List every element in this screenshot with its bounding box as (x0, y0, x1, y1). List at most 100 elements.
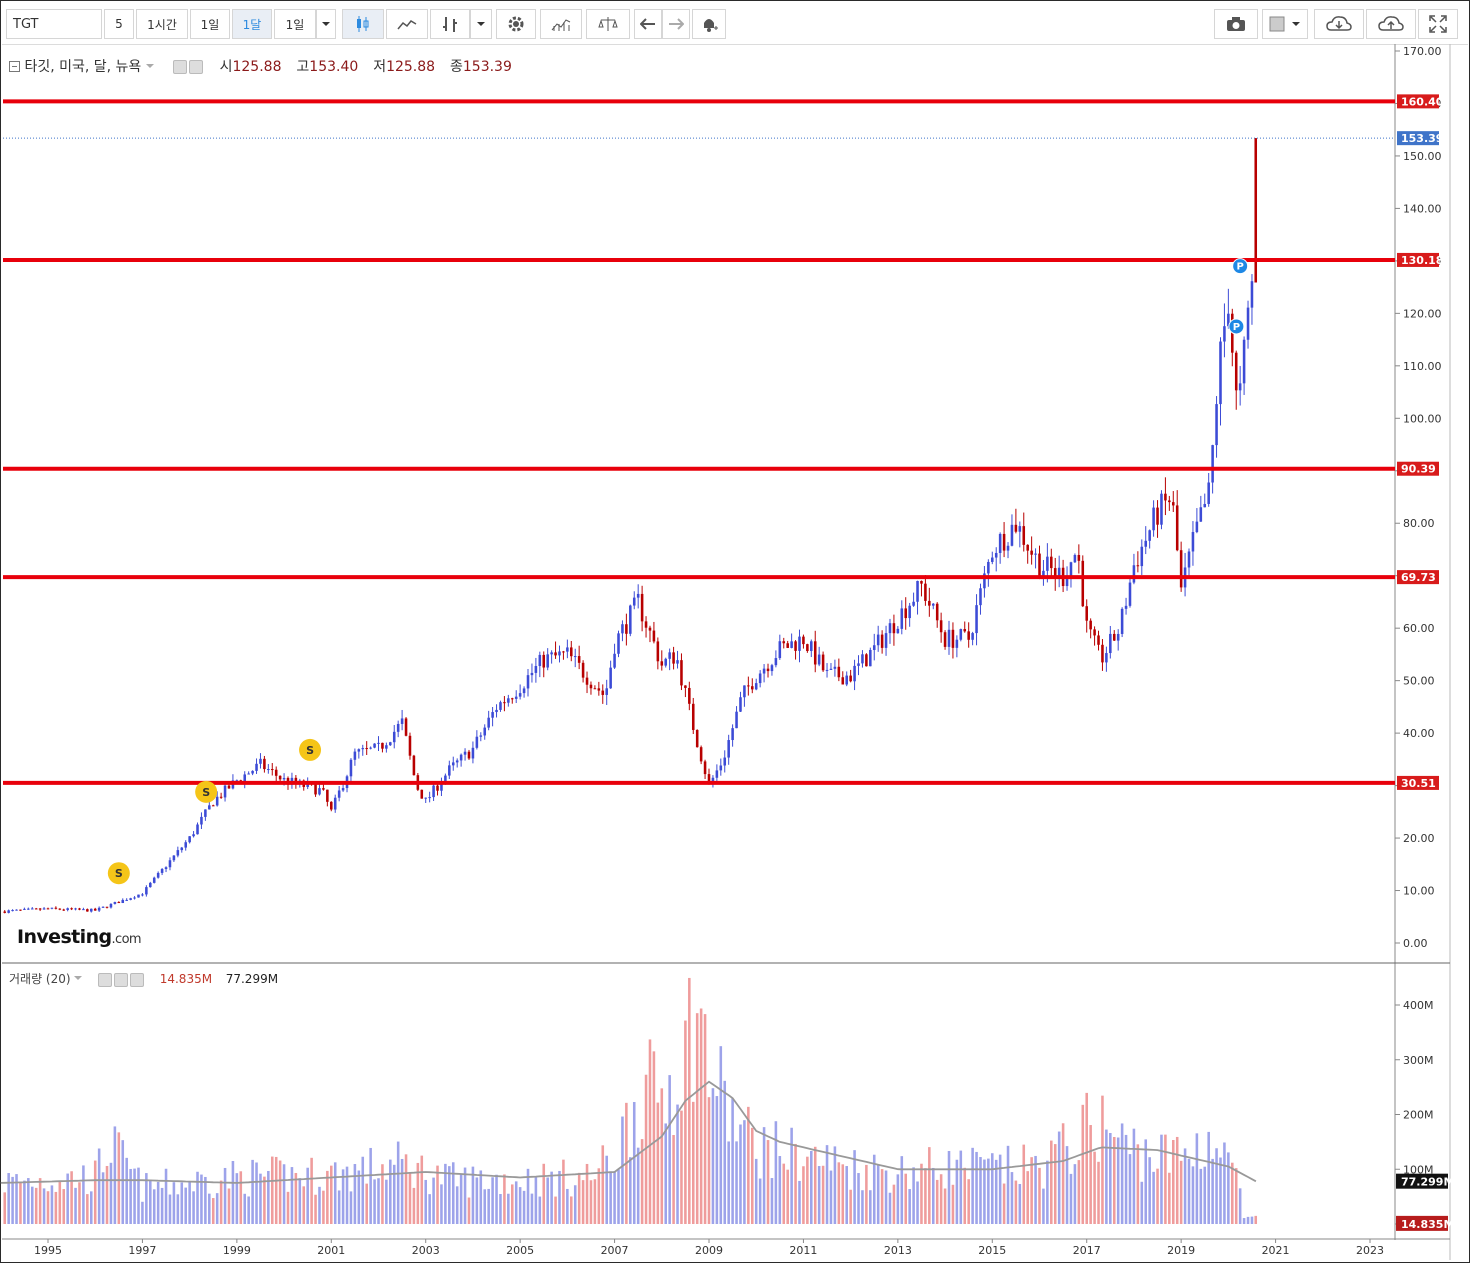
settings-small-icon[interactable] (188, 60, 203, 74)
volume-indicator-name[interactable]: 거래량 (20) (9, 972, 71, 986)
candle-body (365, 748, 368, 750)
timeframe-dropdown[interactable] (316, 9, 336, 39)
candle-body (892, 623, 896, 634)
volume-bar (695, 1013, 699, 1224)
bar-type-button[interactable] (430, 9, 470, 39)
horizontal-line-label: 30.51 (1401, 777, 1436, 790)
volume-bar (105, 1165, 109, 1224)
volume-bar (573, 1185, 577, 1224)
color-picker-button[interactable] (1262, 9, 1308, 39)
markers-layer[interactable]: S S S P P (107, 258, 1249, 885)
alert-button[interactable] (692, 9, 726, 39)
symbol-input[interactable]: TGT (6, 9, 102, 39)
candle-body (1124, 605, 1128, 609)
indicators-button[interactable] (540, 9, 582, 39)
volume-bar (1183, 1148, 1187, 1224)
volume-bar (204, 1176, 207, 1224)
candle-body (1242, 339, 1246, 384)
current-price-badge (1397, 131, 1439, 146)
candle-body (802, 636, 805, 645)
volume-bar (1073, 1164, 1077, 1224)
price-pane (3, 138, 1258, 914)
save-cloud-button[interactable] (1366, 9, 1416, 39)
volume-bar (691, 1101, 695, 1224)
visibility-icon[interactable] (98, 972, 113, 987)
settings-button[interactable] (496, 9, 536, 39)
volume-bar (589, 1180, 593, 1224)
candle-body (451, 762, 455, 766)
settings-small-icon[interactable] (114, 972, 129, 987)
timeframe-custom[interactable]: 1일 (274, 9, 316, 39)
volume-bar (739, 1124, 742, 1224)
timeframe-1hour[interactable]: 1시간 (136, 9, 188, 39)
visibility-icon[interactable] (172, 60, 187, 74)
volume-bar (341, 1169, 345, 1224)
candle-body (70, 908, 73, 910)
chart-type-dropdown[interactable] (470, 9, 492, 39)
volume-bar (518, 1187, 522, 1224)
volume-bar (1191, 1166, 1195, 1224)
horizontal-lines-layer[interactable]: 160.40 130.18 90.39 69.73 30.51 153.39 (3, 94, 1444, 790)
candle-body (751, 686, 754, 690)
candle-body (168, 860, 172, 868)
volume-bar (436, 1165, 439, 1224)
line-chart-button[interactable] (386, 9, 428, 39)
candle-body (1081, 560, 1085, 607)
volume-bar (1254, 1215, 1258, 1224)
instrument-name[interactable]: 타깃, 미국, 달, 뉴욕 (24, 59, 142, 75)
timeframe-1day[interactable]: 1일 (190, 9, 230, 39)
candle-body (632, 597, 636, 606)
collapse-icon[interactable] (9, 61, 20, 72)
undo-button[interactable] (634, 9, 662, 39)
candlestick-button[interactable] (342, 9, 384, 39)
candle-body (766, 668, 770, 672)
candle-body (1223, 326, 1226, 342)
candle-body (1010, 524, 1014, 546)
candle-body (959, 629, 963, 640)
candle-body (908, 605, 911, 619)
chevron-down-icon[interactable] (145, 64, 154, 69)
volume-bar (164, 1168, 168, 1224)
close-icon[interactable] (130, 972, 145, 987)
volume-bar (149, 1179, 152, 1224)
candle-body (939, 620, 943, 633)
split-marker (299, 738, 322, 761)
candle-body (459, 754, 463, 761)
candle-body (869, 649, 872, 667)
fullscreen-button[interactable] (1418, 9, 1458, 39)
screenshot-button[interactable] (1214, 9, 1258, 39)
candle-body (227, 785, 231, 789)
candle-body (1101, 644, 1104, 663)
candle-body (137, 894, 140, 898)
redo-button[interactable] (662, 9, 690, 39)
chevron-down-icon[interactable] (74, 976, 83, 981)
volume-bar (613, 1171, 616, 1224)
time-tick-label: 1995 (34, 1244, 62, 1257)
volume-bar (601, 1145, 605, 1224)
load-cloud-button[interactable] (1314, 9, 1364, 39)
candle-body (223, 785, 227, 798)
candle-body (1219, 341, 1222, 405)
candle-body (640, 593, 644, 622)
candle-body (991, 557, 994, 562)
timeframe-1month[interactable]: 1달 (232, 9, 272, 39)
volume-bar (1132, 1128, 1136, 1224)
compare-button[interactable] (586, 9, 630, 39)
candle-body (1227, 313, 1230, 327)
volume-bar (290, 1167, 294, 1224)
volume-bar (648, 1039, 652, 1224)
event-marker (1228, 318, 1245, 335)
candle-body (621, 624, 624, 634)
open-label: 시 (219, 59, 233, 75)
price-tick-label: 80.00 (1403, 517, 1435, 530)
candle-body (188, 836, 191, 843)
volume-bar (1211, 1158, 1214, 1224)
candle-body (998, 533, 1002, 553)
timeframe-5[interactable]: 5 (104, 9, 134, 39)
candle-body (629, 605, 632, 634)
volume-bar (849, 1189, 852, 1224)
volume-bar (837, 1162, 841, 1224)
candle-body (841, 677, 845, 685)
volume-bar (491, 1177, 494, 1224)
